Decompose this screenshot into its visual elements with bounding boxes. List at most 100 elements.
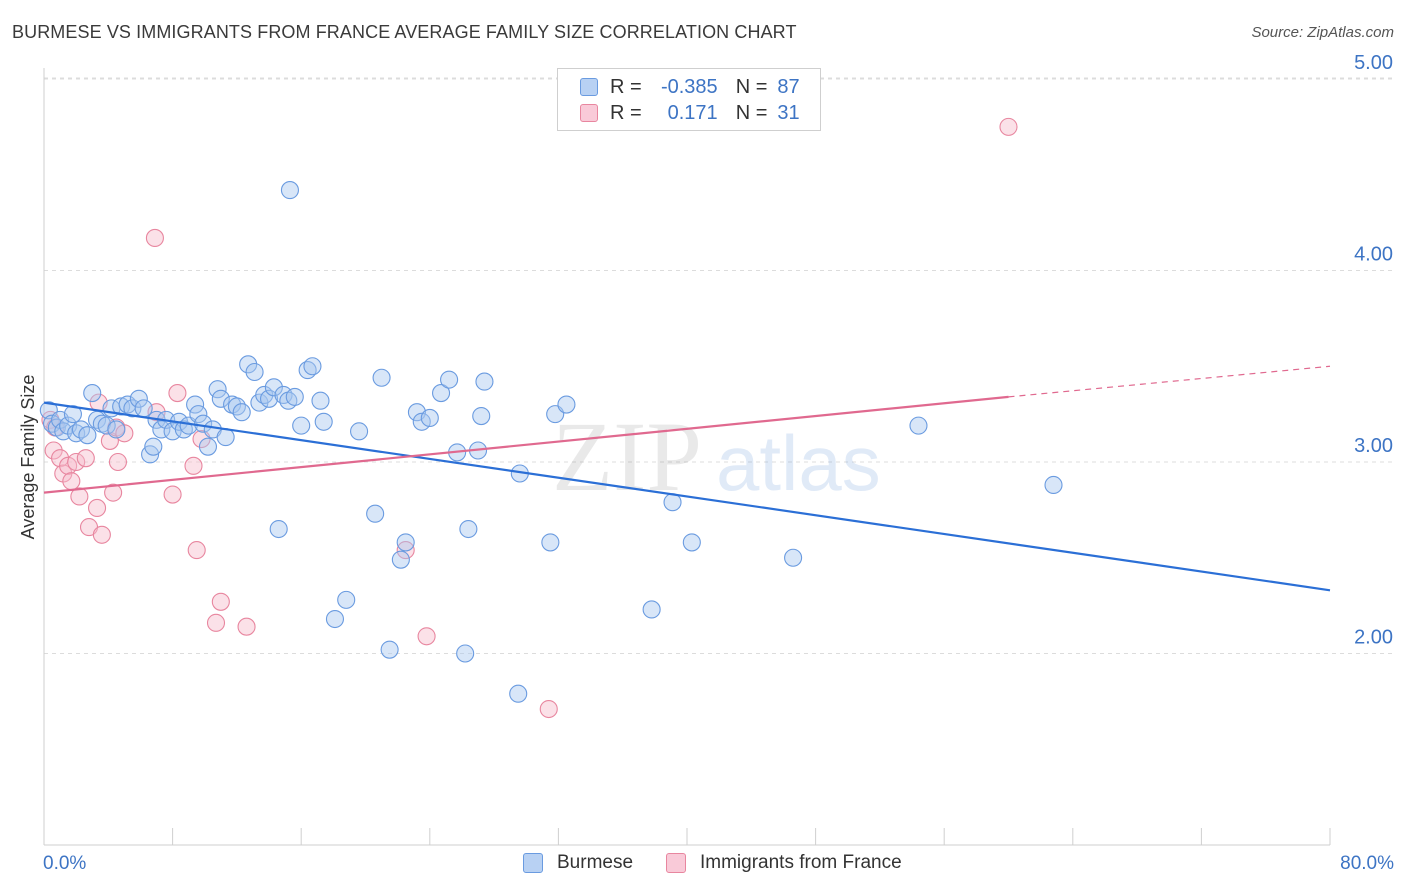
france-point (184, 456, 203, 475)
burmese-point (366, 504, 385, 523)
watermark-atlas: atlas (716, 419, 881, 507)
burmese-point (239, 355, 258, 374)
legend-item-france[interactable]: Immigrants from France (666, 852, 902, 874)
burmese-point (285, 387, 304, 406)
burmese-point (509, 684, 528, 703)
burmese-point (198, 437, 218, 456)
burmese-point (1044, 475, 1063, 495)
source-label: Source: ZipAtlas.com (1251, 24, 1394, 41)
burmese-point (372, 368, 391, 387)
legend-item-burmese[interactable]: Burmese (523, 852, 633, 874)
legend-label-burmese: Burmese (557, 852, 634, 873)
r-value: 0.171 (667, 101, 718, 124)
burmese-point (541, 533, 560, 552)
france-point (211, 592, 230, 611)
france-trend-line (43, 395, 1009, 494)
burmese-point (216, 428, 235, 447)
burmese-point (232, 403, 251, 422)
france-point (108, 452, 127, 472)
burmese-point (475, 372, 494, 391)
france-point (163, 485, 182, 504)
burmese-point (459, 519, 478, 539)
watermark-zip: ZIP (552, 401, 702, 512)
r-label: R = (610, 75, 642, 98)
burmese-point (420, 408, 439, 428)
burmese-point (303, 357, 322, 376)
burmese-point (642, 600, 661, 619)
france-point (62, 472, 81, 491)
burmese-point (264, 378, 283, 397)
burmese-point (432, 384, 451, 403)
burmese-trend-line (43, 401, 1331, 592)
france-point (92, 525, 111, 544)
burmese-point (440, 370, 459, 389)
burmese-point (227, 397, 246, 416)
burmese-point (314, 412, 333, 431)
burmese-point (784, 548, 803, 567)
legend-row-burmese: R = -0.385 N = 87 (580, 74, 800, 100)
france-point (539, 699, 558, 719)
chart-title: BURMESE VS IMMIGRANTS FROM FRANCE AVERAG… (12, 22, 797, 42)
y-tick-label: 5.00 (1354, 52, 1393, 74)
france-point (187, 541, 206, 560)
france-point (44, 441, 63, 460)
france-point (67, 452, 86, 472)
y-tick-label: 2.00 (1354, 627, 1393, 649)
y-axis-label: Average Family Size (18, 375, 38, 540)
france-point (104, 483, 123, 502)
burmese-point (245, 362, 264, 382)
burmese-point (396, 533, 415, 552)
burmese-point (292, 416, 311, 435)
burmese-point (456, 644, 475, 663)
legend-row-france: R = 0.171 N = 31 (580, 100, 800, 126)
r-label: R = (610, 101, 642, 124)
r-value: -0.385 (660, 75, 718, 98)
burmese-legend-swatch (523, 853, 543, 873)
burmese-point (189, 405, 208, 424)
france-point (87, 498, 107, 518)
n-value: 31 (777, 101, 800, 124)
burmese-point (280, 181, 299, 200)
series-burmese-points (39, 181, 1063, 703)
france-point (206, 613, 226, 632)
burmese-point (325, 609, 345, 629)
x-tick-label-max: 80.0% (1340, 853, 1394, 874)
burmese-point (391, 550, 410, 569)
burmese-point (186, 395, 205, 414)
burmese-point (337, 590, 356, 609)
burmese-point (129, 389, 148, 408)
legend-label-france: Immigrants from France (700, 852, 902, 873)
burmese-point (78, 426, 97, 445)
y-tick-label: 4.00 (1354, 244, 1393, 266)
france-point (70, 487, 89, 506)
france-point (168, 384, 187, 403)
burmese-point (472, 406, 491, 426)
y-tick-labels: 2.00 3.00 4.00 5.00 (1354, 52, 1393, 649)
burmese-point (350, 422, 369, 441)
france-swatch (580, 104, 598, 122)
france-point (76, 449, 95, 468)
france-trend-extension (1008, 365, 1331, 398)
france-point (396, 541, 415, 560)
burmese-point (144, 437, 163, 456)
france-legend-swatch (666, 853, 686, 873)
series-legend: Burmese Immigrants from France (0, 852, 1406, 878)
burmese-point (63, 405, 82, 424)
burmese-point (208, 380, 227, 399)
burmese-point (682, 533, 701, 552)
burmese-point (274, 385, 293, 405)
trend-lines (43, 365, 1331, 592)
burmese-point (163, 422, 182, 441)
france-point (999, 117, 1018, 136)
burmese-point (311, 391, 330, 410)
n-label: N = (735, 101, 768, 124)
france-point (145, 228, 164, 247)
burmese-point (107, 420, 126, 439)
france-point (237, 617, 256, 636)
burmese-point (380, 640, 399, 659)
correlation-legend: R = -0.385 N = 87 R = 0.171 N = 31 (557, 68, 821, 131)
y-tick-label: 3.00 (1354, 435, 1393, 457)
burmese-swatch (580, 78, 598, 96)
burmese-point (97, 416, 116, 435)
